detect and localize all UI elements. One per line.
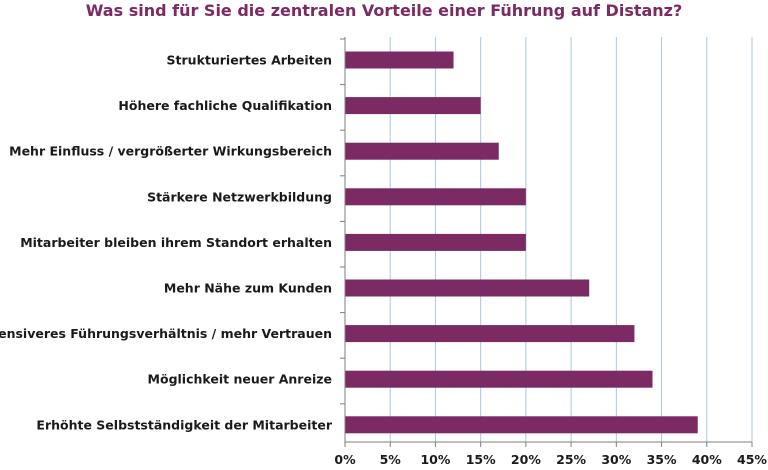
category-label-9: Erhöhte Selbstständigkeit der Mitarbeite… (36, 417, 332, 432)
category-label-3: Mehr Einfluss / vergrößerter Wirkungsber… (9, 144, 332, 159)
x-tick-label-45: 45% (737, 452, 767, 467)
x-tick-label-5: 5% (380, 452, 402, 467)
bar-6 (345, 279, 590, 297)
x-tick-label-30: 30% (601, 452, 631, 467)
tick-labels: 0% 5% 10% 15% 20% 25% 30% 35% 40% 45% (334, 452, 767, 467)
bar-7 (345, 325, 635, 343)
x-tick-label-10: 10% (420, 452, 450, 467)
chart-title: Was sind für Sie die zentralen Vorteile … (85, 1, 683, 20)
category-label-4: Stärkere Netzwerkbildung (147, 189, 332, 204)
x-tick-label-20: 20% (511, 452, 541, 467)
x-tick-label-35: 35% (647, 452, 677, 467)
bars (345, 51, 698, 434)
x-tick-label-15: 15% (466, 452, 496, 467)
axes (340, 37, 753, 447)
bar-4 (345, 188, 526, 206)
bar-2 (345, 97, 481, 115)
category-label-2: Höhere fachliche Qualifikation (118, 98, 332, 113)
category-labels: Strukturiertes Arbeiten Höhere fachliche … (0, 53, 333, 433)
bar-3 (345, 142, 499, 160)
category-label-8: Möglichkeit neuer Anreize (148, 372, 332, 387)
bar-8 (345, 370, 653, 388)
x-tick-label-40: 40% (692, 452, 722, 467)
bar-1 (345, 51, 454, 69)
category-label-1: Strukturiertes Arbeiten (167, 53, 332, 68)
bar-5 (345, 233, 526, 251)
category-label-6: Mehr Nähe zum Kunden (164, 281, 332, 296)
x-tick-label-0: 0% (334, 452, 356, 467)
category-label-5: Mitarbeiter bleiben ihrem Standort erhal… (20, 235, 332, 250)
bar-9 (345, 416, 698, 434)
x-tick-label-25: 25% (556, 452, 586, 467)
category-label-7: Intensiveres Führungsverhältnis / mehr V… (0, 326, 332, 341)
